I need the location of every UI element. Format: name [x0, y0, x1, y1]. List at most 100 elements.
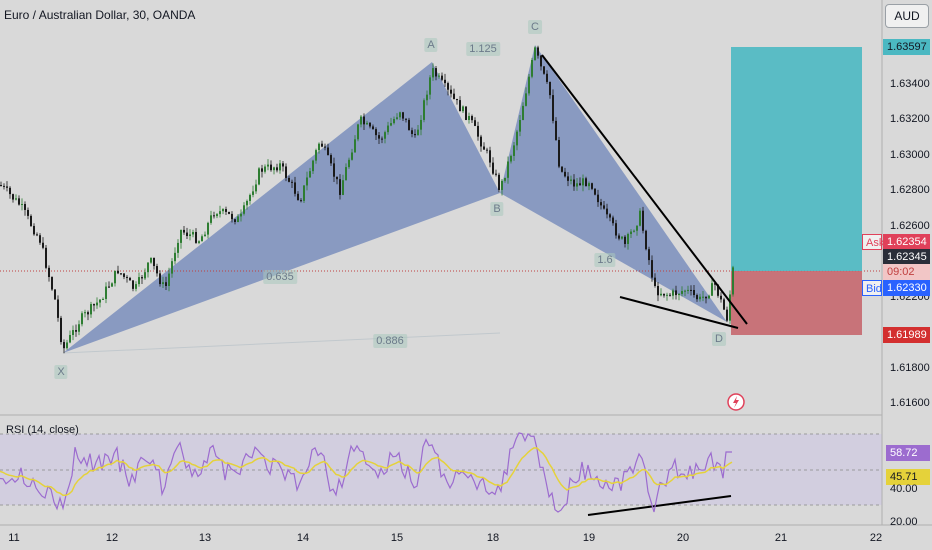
- candle: [720, 295, 722, 300]
- ratio-xd: 0.886: [373, 334, 407, 348]
- candle: [417, 129, 419, 136]
- candle: [471, 116, 473, 121]
- candle: [723, 299, 725, 310]
- rsi-level-label: 20.00: [890, 516, 918, 528]
- candle: [408, 119, 410, 131]
- candle: [234, 219, 236, 223]
- candle: [645, 230, 647, 250]
- candle: [342, 180, 344, 195]
- candle: [705, 296, 707, 299]
- time-axis-label: 14: [296, 532, 310, 544]
- candle: [75, 330, 77, 332]
- candle: [309, 171, 311, 178]
- candle: [525, 93, 527, 106]
- candle: [423, 100, 425, 120]
- pattern-point-a: A: [424, 38, 438, 52]
- candle: [429, 77, 431, 95]
- candlestick-series: [0, 45, 734, 354]
- candle: [468, 116, 470, 120]
- currency-button[interactable]: AUD: [885, 4, 929, 28]
- ratio-bc: 1.6: [594, 253, 616, 267]
- candle: [312, 160, 314, 172]
- candle: [93, 304, 95, 306]
- candle: [168, 273, 170, 286]
- time-axis-label: 15: [390, 532, 404, 544]
- candle: [687, 289, 689, 291]
- candle: [348, 159, 350, 168]
- candle: [426, 94, 428, 101]
- price-axis-label: 1.62600: [890, 220, 930, 232]
- candle: [138, 277, 140, 285]
- rsi-indicator-label[interactable]: RSI (14, close): [6, 424, 79, 436]
- candle: [231, 213, 233, 220]
- candle: [420, 119, 422, 130]
- candle: [498, 174, 500, 190]
- candle: [303, 185, 305, 201]
- candle: [366, 122, 368, 125]
- candle: [630, 231, 632, 235]
- candle: [174, 252, 176, 262]
- candle: [621, 236, 623, 239]
- candle: [0, 185, 2, 186]
- candle: [213, 215, 215, 217]
- candle: [456, 98, 458, 101]
- pattern-xab: [63, 62, 500, 353]
- candle: [123, 273, 125, 277]
- rsi-ma-tag: 45.71: [886, 469, 930, 485]
- candle: [153, 257, 155, 267]
- candle: [561, 166, 563, 172]
- candle: [111, 283, 113, 287]
- rsi-divergence-line: [587, 495, 732, 516]
- candle: [600, 202, 602, 206]
- candle: [225, 209, 227, 212]
- pattern-point-d: D: [712, 332, 726, 346]
- pattern-point-x: X: [54, 365, 68, 379]
- candle: [453, 93, 455, 99]
- candle: [177, 242, 179, 253]
- candle: [279, 163, 281, 171]
- candle: [540, 55, 542, 67]
- candle: [576, 183, 578, 187]
- candle: [24, 204, 26, 210]
- candle: [15, 198, 17, 200]
- candle: [414, 133, 416, 136]
- candle: [462, 106, 464, 112]
- candle: [324, 146, 326, 148]
- chart-title: Euro / Australian Dollar, 30, OANDA: [4, 8, 196, 22]
- candle: [162, 282, 164, 285]
- candle: [579, 183, 581, 186]
- candle: [363, 116, 365, 125]
- candle: [240, 213, 242, 217]
- candle: [36, 234, 38, 236]
- candle: [411, 130, 413, 134]
- candle: [204, 234, 206, 237]
- time-axis-label: 18: [486, 532, 500, 544]
- candle: [180, 229, 182, 243]
- candle: [483, 146, 485, 150]
- candle: [546, 73, 548, 82]
- candle: [537, 47, 539, 56]
- candle: [594, 188, 596, 195]
- candle: [714, 283, 716, 285]
- candle: [51, 277, 53, 290]
- time-axis-label: 19: [582, 532, 596, 544]
- candle: [531, 59, 533, 77]
- candle: [228, 211, 230, 214]
- candle: [300, 200, 302, 202]
- rsi-band: [0, 434, 882, 505]
- candle: [255, 184, 257, 192]
- candle: [126, 276, 128, 278]
- candle: [375, 129, 377, 136]
- candle: [270, 164, 272, 171]
- candle: [258, 168, 260, 185]
- candle: [558, 140, 560, 167]
- candle: [495, 173, 497, 175]
- candle: [465, 106, 467, 120]
- lightning-icon[interactable]: [727, 393, 745, 411]
- candle: [96, 302, 98, 306]
- rsi-ma-line: [0, 447, 733, 497]
- candle: [555, 120, 557, 141]
- candle: [45, 247, 47, 268]
- candle: [657, 285, 659, 296]
